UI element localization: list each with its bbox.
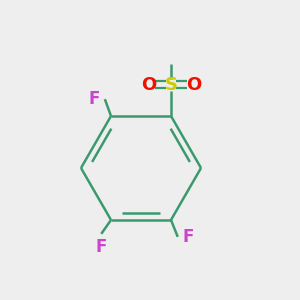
Text: F: F bbox=[182, 228, 194, 246]
Text: F: F bbox=[96, 238, 107, 256]
Text: O: O bbox=[186, 76, 201, 94]
Text: F: F bbox=[88, 90, 100, 108]
Text: S: S bbox=[164, 76, 178, 94]
Text: O: O bbox=[141, 76, 156, 94]
